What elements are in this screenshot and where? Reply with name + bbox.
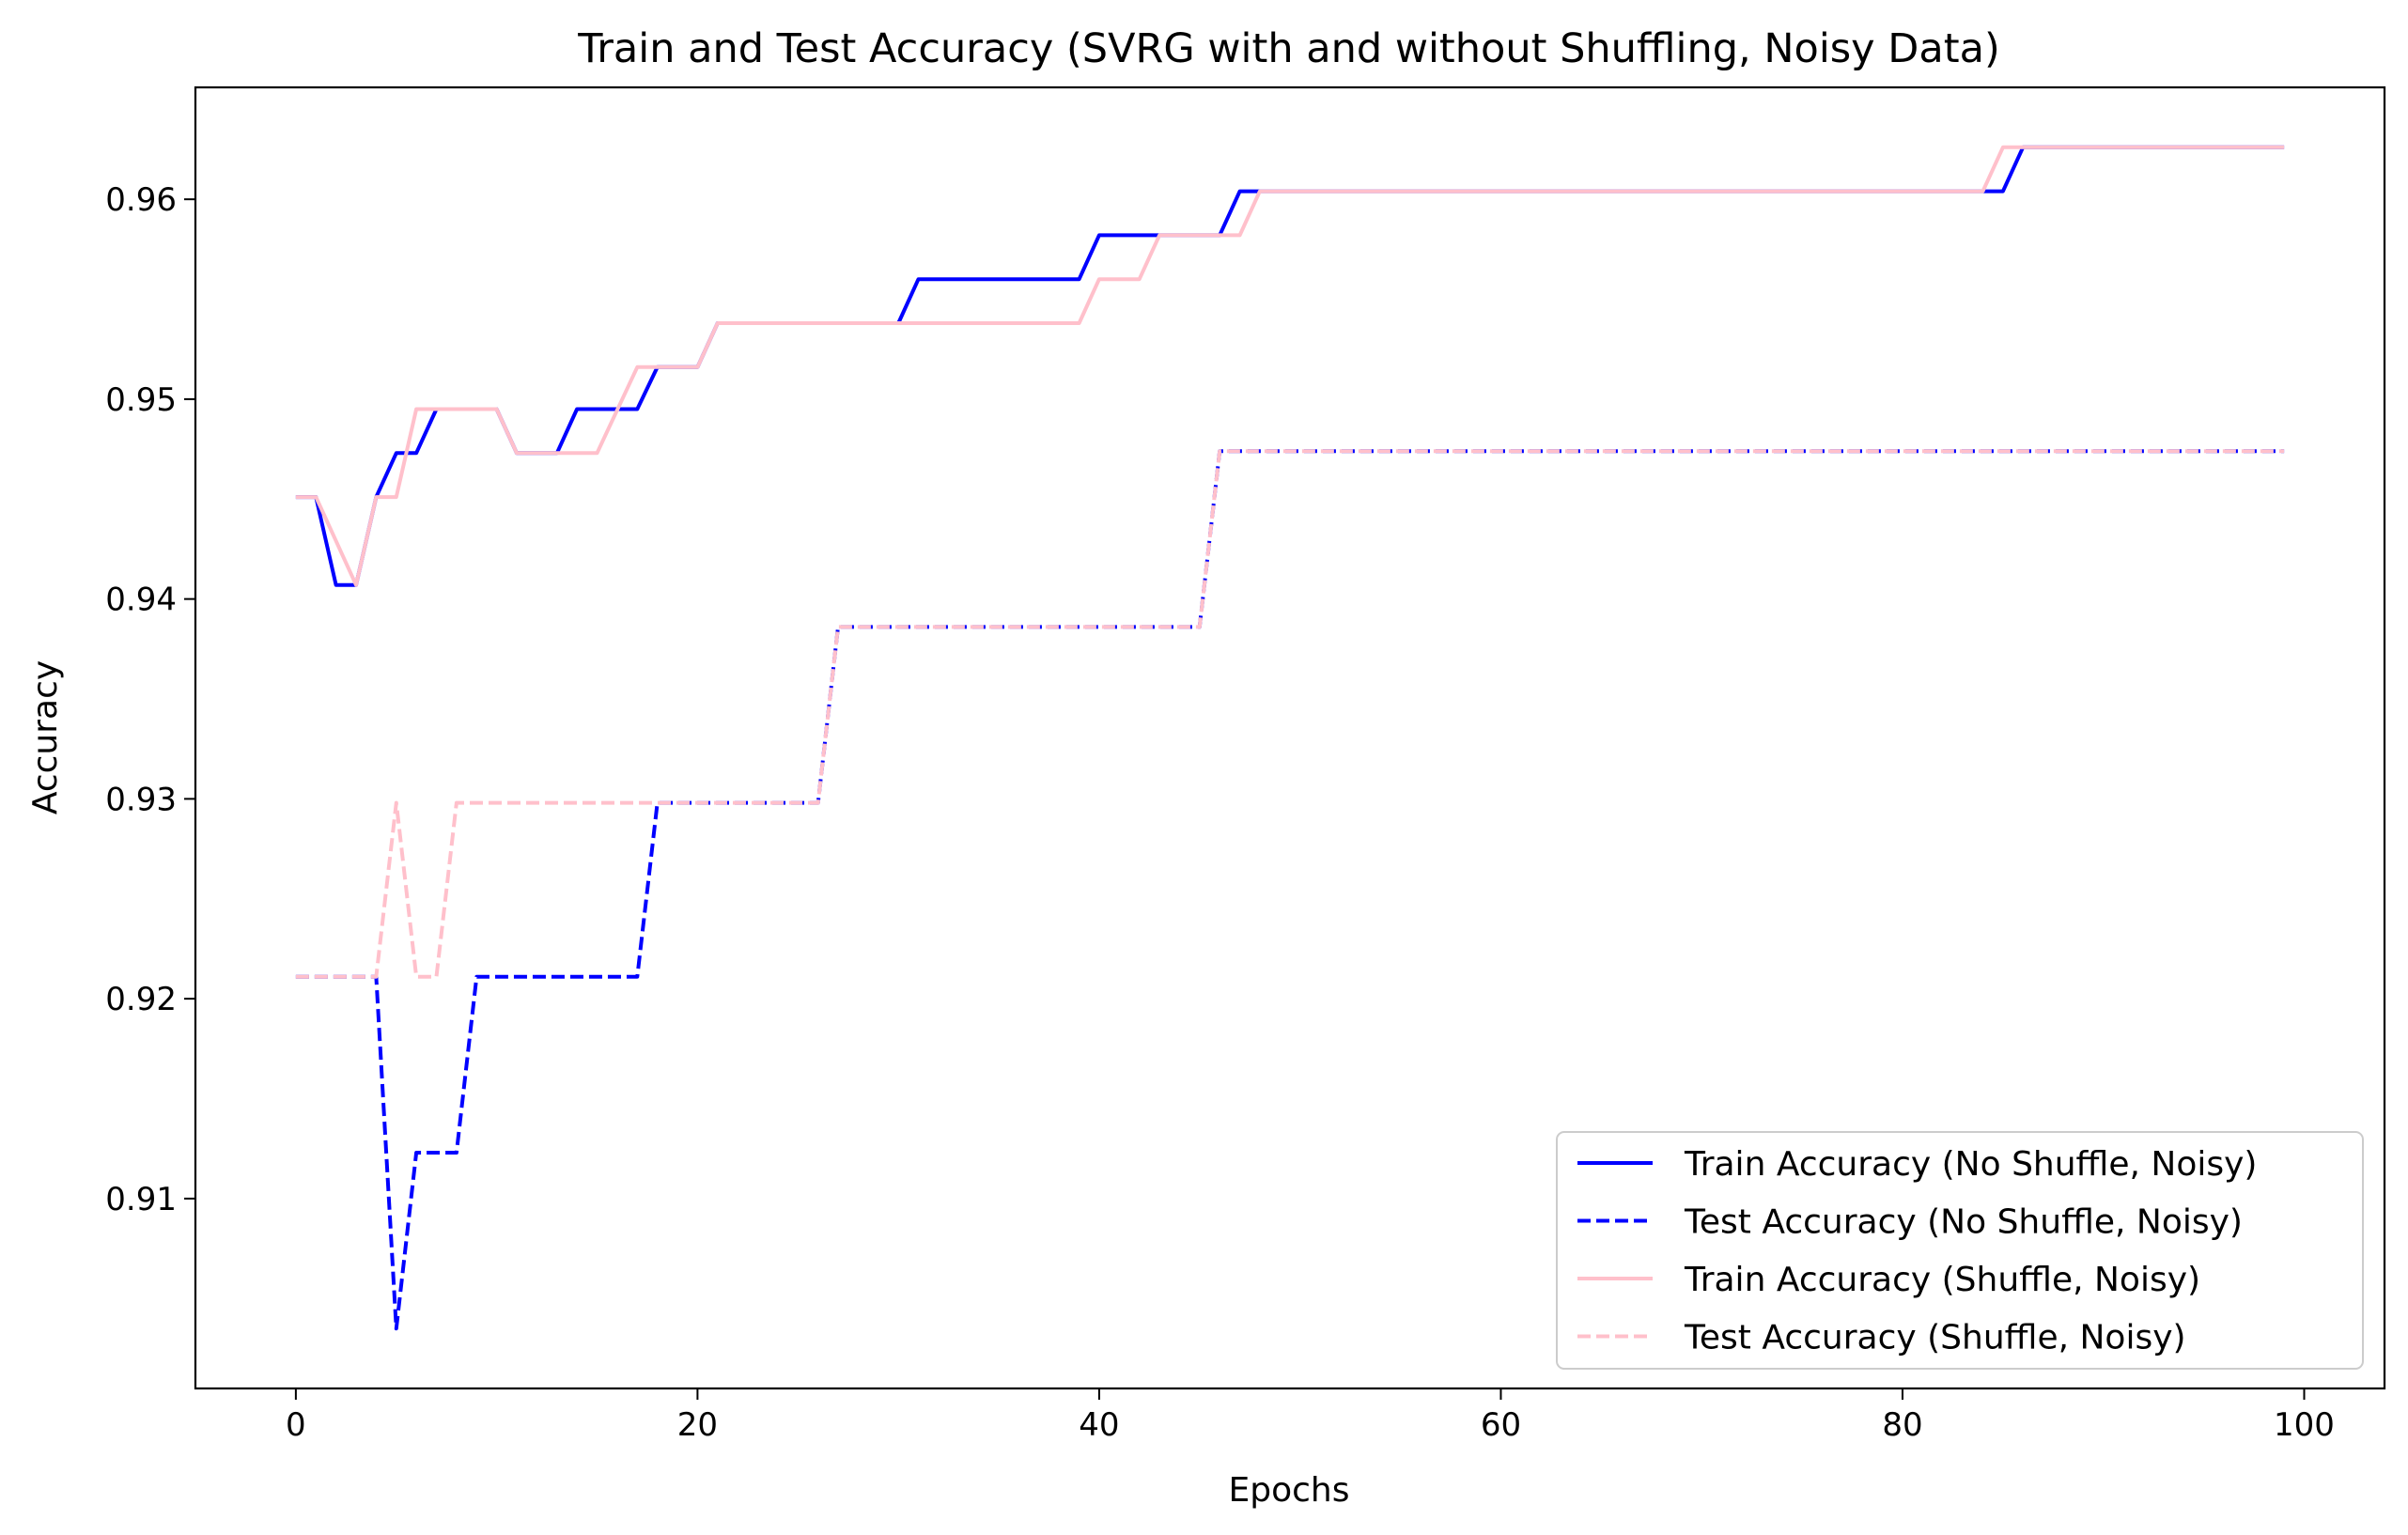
legend-label: Train Accuracy (Shuffle, Noisy): [1684, 1261, 2200, 1299]
x-tick-label: 80: [1882, 1406, 1922, 1444]
series-line-test-accuracy-shuffle-noisy: [295, 449, 2285, 979]
y-tick-label: 0.91: [105, 1181, 177, 1218]
chart-title: Train and Test Accuracy (SVRG with and w…: [577, 25, 1999, 72]
x-tick-label: 40: [1079, 1406, 1119, 1444]
y-tick-label: 0.96: [105, 181, 177, 219]
x-tick-label: 60: [1481, 1406, 1521, 1444]
series-line-train-accuracy-shuffle-noisy: [295, 145, 2285, 587]
series-layer: [295, 145, 2285, 1331]
x-tick-label: 100: [2274, 1406, 2335, 1444]
legend-label: Train Accuracy (No Shuffle, Noisy): [1684, 1145, 2257, 1184]
legend-box: [1556, 1131, 2364, 1370]
y-axis-label: Accuracy: [26, 660, 65, 814]
y-tick-label: 0.92: [105, 981, 177, 1018]
legend: Train Accuracy (No Shuffle, Noisy) Test A…: [1556, 1131, 2364, 1370]
x-axis-label: Epochs: [1229, 1471, 1350, 1510]
x-tick-label: 20: [677, 1406, 718, 1444]
x-tick-label: 0: [286, 1406, 306, 1444]
series-line-train-accuracy-no-shuffle-noisy: [295, 145, 2285, 587]
ticks-layer: 0 20 40 60 80 100 0.91 0.92 0.93 0.94 0.95 0.96: [105, 181, 2335, 1444]
y-tick-label: 0.93: [105, 781, 177, 818]
plot-area-frame: [194, 85, 2386, 1390]
y-tick-label: 0.94: [105, 581, 177, 619]
y-tick-label: 0.95: [105, 381, 177, 419]
legend-label: Test Accuracy (Shuffle, Noisy): [1684, 1319, 2186, 1357]
legend-label: Test Accuracy (No Shuffle, Noisy): [1684, 1203, 2243, 1242]
